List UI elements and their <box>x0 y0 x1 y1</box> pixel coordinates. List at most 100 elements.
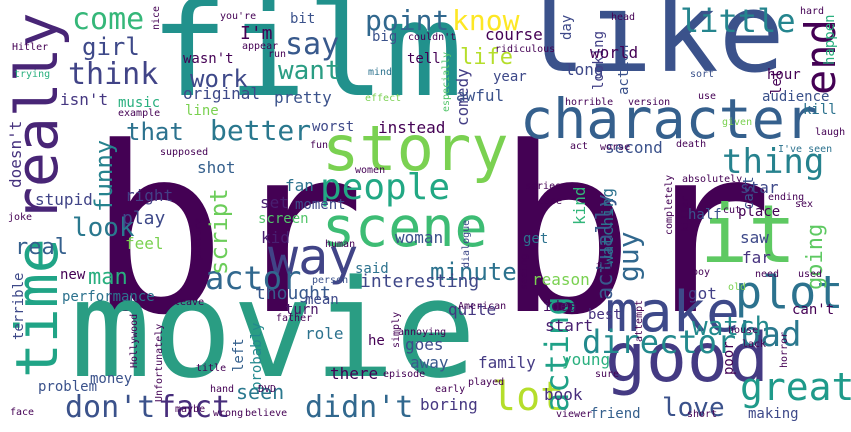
cloud-word: young <box>562 350 611 369</box>
cloud-word: love <box>662 393 725 423</box>
cloud-word: act <box>570 141 589 152</box>
cloud-word: I'm <box>240 23 273 44</box>
cloud-word: killer <box>680 195 691 232</box>
cloud-word: need <box>755 269 780 280</box>
cloud-word: can't <box>792 302 835 318</box>
cloud-word: movie <box>70 251 477 408</box>
cloud-word: Hitler <box>12 42 49 53</box>
cloud-word: it <box>700 188 797 281</box>
cloud-word: idea <box>543 299 577 315</box>
cloud-word: joke <box>8 212 33 223</box>
cloud-word: got <box>688 284 717 303</box>
cloud-word: short <box>687 409 718 420</box>
cloud-word: hand <box>210 384 235 395</box>
cloud-word: story <box>322 112 509 185</box>
cloud-word: worst <box>312 119 355 135</box>
cloud-word: know <box>452 4 520 37</box>
cloud-word: completely <box>664 174 675 235</box>
cloud-word: that <box>126 118 184 146</box>
cloud-word: turn <box>285 302 319 318</box>
cloud-word: course <box>485 25 543 44</box>
cloud-word: wrong <box>213 408 244 419</box>
cloud-word: great <box>740 365 851 409</box>
cloud-word: quite <box>448 300 497 319</box>
cloud-word: fan <box>285 176 314 195</box>
cloud-word: awful <box>456 86 505 105</box>
cloud-word: br <box>88 99 365 366</box>
cloud-word: don't <box>65 390 156 425</box>
cloud-word: boring <box>420 395 478 414</box>
cloud-word: problem <box>38 379 98 395</box>
cloud-word: dialogue <box>461 219 472 268</box>
cloud-word: funny <box>90 139 118 212</box>
cloud-word: audience <box>762 89 830 105</box>
cloud-word: horror <box>779 331 790 368</box>
cloud-word: bit <box>290 11 316 27</box>
cloud-word: let <box>769 69 785 95</box>
cloud-word: seeing <box>519 253 530 290</box>
cloud-word: absolutely <box>682 174 743 185</box>
cloud-word: think <box>68 57 159 92</box>
cloud-word: example <box>118 108 161 119</box>
cloud-word: picture <box>193 217 204 260</box>
cloud-word: head <box>611 12 636 23</box>
cloud-word: laugh <box>815 127 846 138</box>
cloud-word: performance <box>62 289 155 305</box>
cloud-word: probably <box>249 322 265 390</box>
cloud-word: title <box>196 363 227 374</box>
cloud-word: plot <box>735 266 844 319</box>
cloud-word: I've seen <box>778 144 833 155</box>
cloud-word: music <box>118 95 161 111</box>
cloud-word: fact <box>158 390 231 425</box>
cloud-word: case <box>538 196 563 207</box>
cloud-word: used <box>798 269 823 280</box>
cloud-word: start <box>545 316 594 335</box>
cloud-word: doesn't <box>6 120 25 188</box>
cloud-word: leave <box>174 297 205 308</box>
cloud-word: attempt <box>634 299 645 342</box>
cloud-word: scene <box>322 195 488 259</box>
cloud-word: run <box>268 49 287 60</box>
cloud-word: use <box>698 91 717 102</box>
cloud-word: series <box>525 181 562 192</box>
cloud-word: face <box>10 407 35 418</box>
cloud-word: given <box>722 117 753 128</box>
cloud-word: look <box>72 213 135 243</box>
cloud-word: ending <box>768 192 805 203</box>
cloud-word: watching <box>598 187 617 265</box>
cloud-word: bad <box>740 315 802 355</box>
cloud-word: father <box>276 313 313 324</box>
cloud-word: mean <box>305 292 339 308</box>
cloud-word: hard <box>800 6 825 17</box>
cloud-word: hour <box>767 67 801 83</box>
cloud-word: reason <box>532 270 590 289</box>
cloud-word: set <box>260 193 289 212</box>
cloud-word: family <box>478 353 536 372</box>
cloud-word: sure <box>595 369 620 380</box>
cloud-word: said <box>355 261 389 277</box>
cloud-word: big <box>372 29 398 45</box>
cloud-word: kill <box>803 102 837 118</box>
cloud-word: kind <box>570 186 589 225</box>
cloud-word: human <box>325 239 356 250</box>
cloud-word: early <box>435 384 466 395</box>
cloud-word: boy <box>692 267 711 278</box>
cloud-word: work <box>190 65 248 93</box>
cloud-word: American <box>458 301 507 312</box>
cloud-word: wasn't <box>183 51 234 67</box>
cloud-word: Hollywood <box>129 313 140 368</box>
cloud-word: away <box>410 353 449 372</box>
cloud-word: say <box>285 27 340 62</box>
cloud-word: nice <box>151 5 162 30</box>
cloud-word: thought <box>255 283 331 304</box>
cloud-word: stupid <box>35 190 93 209</box>
cloud-word: happen <box>822 14 838 65</box>
cloud-word: day <box>559 14 575 40</box>
cloud-word: goes <box>405 335 444 354</box>
cloud-word: women <box>355 165 386 176</box>
cloud-word: like <box>520 0 785 97</box>
cloud-word: viewer <box>556 409 593 420</box>
cloud-word: film <box>150 0 464 126</box>
cloud-word: there <box>330 364 379 383</box>
cloud-word: appear <box>242 41 279 52</box>
